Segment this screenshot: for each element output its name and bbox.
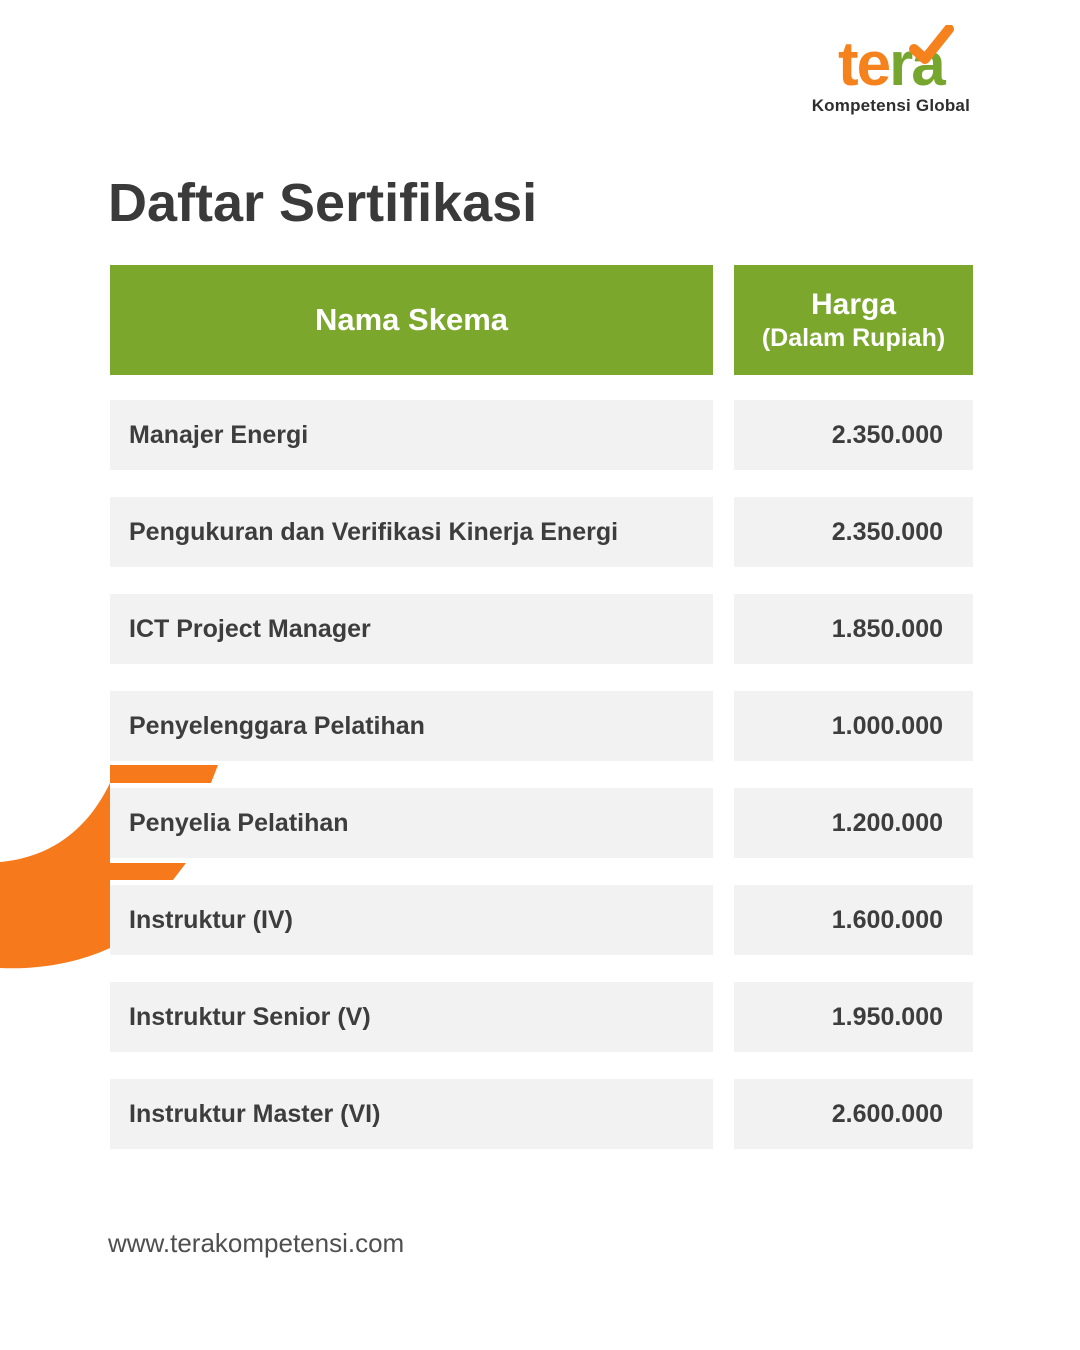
tera-logo: tera Kompetensi Global <box>811 25 970 116</box>
header-nama-skema: Nama Skema <box>110 265 713 375</box>
orange-swoosh-decoration <box>0 765 218 969</box>
price-cell: 2.350.000 <box>734 497 973 567</box>
logo-tagline: Kompetensi Global <box>811 96 970 116</box>
table-row: Instruktur Master (VI) 2.600.000 <box>110 1079 973 1149</box>
header-harga: Harga (Dalam Rupiah) <box>734 265 973 375</box>
table-body: Manajer Energi 2.350.000 Pengukuran dan … <box>110 400 973 1149</box>
table-row: Manajer Energi 2.350.000 <box>110 400 973 470</box>
price-cell: 2.350.000 <box>734 400 973 470</box>
scheme-name-cell: Penyelenggara Pelatihan <box>110 691 713 761</box>
certification-table: Nama Skema Harga (Dalam Rupiah) Manajer … <box>110 265 973 1149</box>
logo-text-ra: ra <box>889 25 954 96</box>
price-cell: 1.200.000 <box>734 788 973 858</box>
website-url: www.terakompetensi.com <box>108 1228 405 1258</box>
price-cell: 1.850.000 <box>734 594 973 664</box>
scheme-name-cell: Manajer Energi <box>110 400 713 470</box>
scheme-name-cell: Instruktur (IV) <box>110 885 713 955</box>
table-header-row: Nama Skema Harga (Dalam Rupiah) <box>110 265 973 375</box>
scheme-name-cell: Instruktur Master (VI) <box>110 1079 713 1149</box>
table-row: Penyelia Pelatihan 1.200.000 <box>110 788 973 858</box>
table-row: ICT Project Manager 1.850.000 <box>110 594 973 664</box>
scheme-name-cell: Instruktur Senior (V) <box>110 982 713 1052</box>
table-row: Penyelenggara Pelatihan 1.000.000 <box>110 691 973 761</box>
header-harga-line2: (Dalam Rupiah) <box>761 324 946 352</box>
logo-wordmark: tera <box>838 25 954 96</box>
logo-text-te: te <box>837 30 891 99</box>
price-cell: 1.000.000 <box>734 691 973 761</box>
table-row: Instruktur Senior (V) 1.950.000 <box>110 982 973 1052</box>
table-row: Pengukuran dan Verifikasi Kinerja Energi… <box>110 497 973 567</box>
page-title: Daftar Sertifikasi <box>108 173 538 233</box>
header-harga-line1: Harga <box>810 288 897 321</box>
scheme-name-cell: Pengukuran dan Verifikasi Kinerja Energi <box>110 497 713 567</box>
scheme-name-cell: Penyelia Pelatihan <box>110 788 713 858</box>
scheme-name-cell: ICT Project Manager <box>110 594 713 664</box>
price-cell: 2.600.000 <box>734 1079 973 1149</box>
price-cell: 1.600.000 <box>734 885 973 955</box>
price-cell: 1.950.000 <box>734 982 973 1052</box>
check-icon <box>908 25 954 64</box>
table-row: Instruktur (IV) 1.600.000 <box>110 885 973 955</box>
